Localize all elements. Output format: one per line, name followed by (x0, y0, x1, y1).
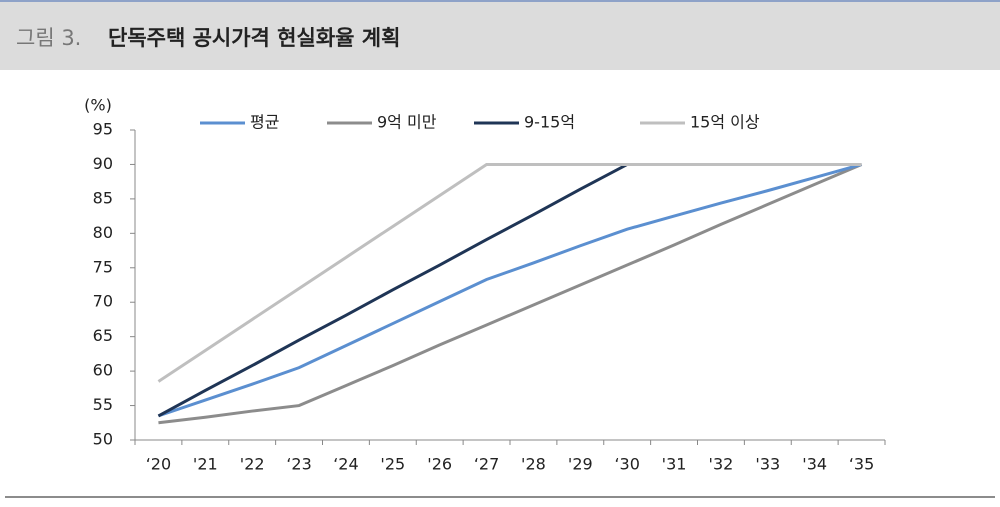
x-tick-label: ‘30 (614, 455, 639, 474)
series-line (157, 162, 862, 418)
legend-label: 9억 미만 (377, 113, 437, 132)
legend-label: 9-15억 (524, 113, 575, 132)
x-tick-label: ‘24 (333, 455, 358, 474)
series-line (157, 162, 862, 383)
x-tick-label: ‘23 (286, 455, 311, 474)
x-tick-label: '26 (427, 455, 452, 474)
y-tick-label: 90 (93, 154, 113, 173)
y-tick-label: 55 (93, 395, 113, 414)
legend-label: 15억 이상 (690, 113, 760, 132)
header-band (0, 0, 1000, 70)
legend-label: 평균 (250, 113, 279, 132)
y-tick-label: 75 (93, 257, 113, 276)
x-tick-label: '34 (802, 455, 827, 474)
x-tick-label: '31 (662, 455, 687, 474)
y-tick-label: 50 (93, 430, 113, 449)
y-tick-label: 85 (93, 188, 113, 207)
figure-label: 그림 3. (16, 26, 81, 50)
y-tick-label: 70 (93, 292, 113, 311)
series-line (158, 163, 863, 425)
x-tick-label: '33 (755, 455, 780, 474)
x-tick-label: '32 (709, 455, 734, 474)
y-tick-label: 65 (93, 326, 113, 345)
x-tick-label: ‘27 (474, 455, 499, 474)
x-tick-label: '29 (568, 455, 593, 474)
x-tick-label: ‘35 (849, 455, 874, 474)
x-tick-label: '21 (193, 455, 218, 474)
x-tick-label: '25 (380, 455, 405, 474)
figure-title: 단독주택 공시가격 현실화율 계획 (108, 26, 400, 50)
x-tick-label: ‘20 (146, 455, 171, 474)
y-tick-label: 95 (93, 120, 113, 139)
y-unit: (%) (84, 96, 112, 115)
y-tick-label: 60 (93, 361, 113, 380)
x-tick-label: '22 (240, 455, 265, 474)
x-tick-label: '28 (521, 455, 546, 474)
series-line (157, 162, 862, 418)
y-tick-label: 80 (93, 223, 113, 242)
